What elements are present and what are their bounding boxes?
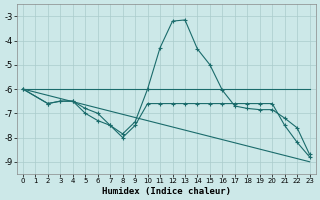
X-axis label: Humidex (Indice chaleur): Humidex (Indice chaleur) — [102, 187, 231, 196]
